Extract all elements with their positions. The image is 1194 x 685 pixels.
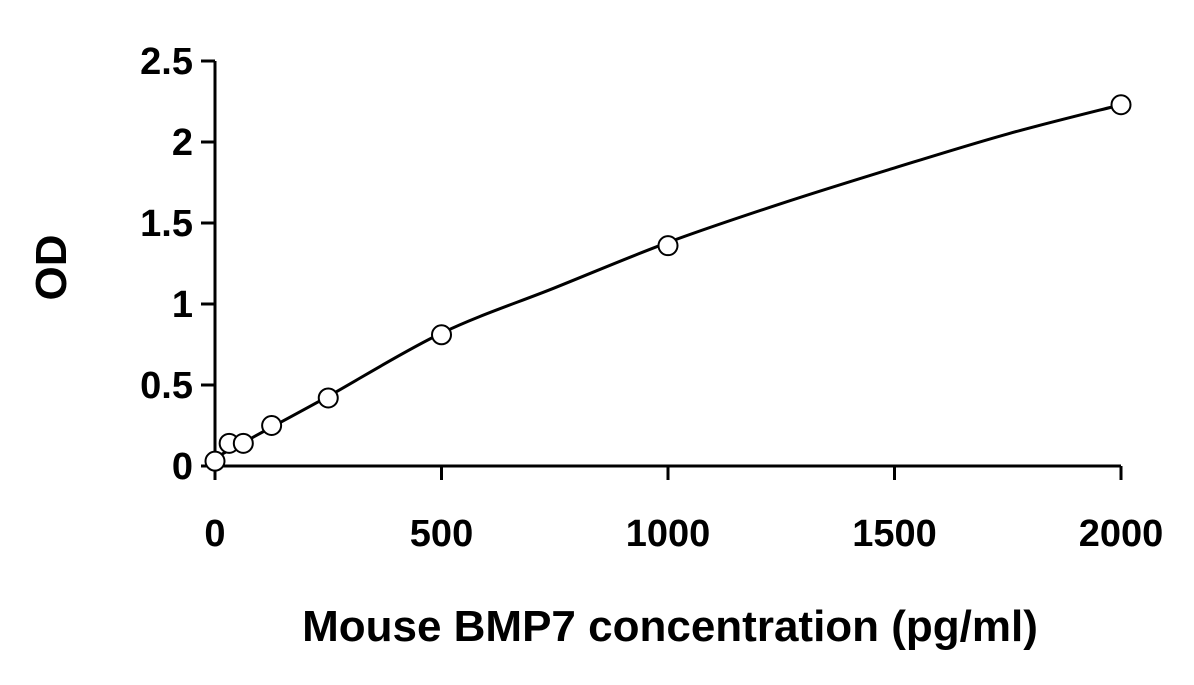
data-point: [204, 450, 226, 472]
y-tick-label: 0.5: [140, 365, 193, 407]
x-tick-label: 1000: [626, 513, 711, 555]
x-axis-title: Mouse BMP7 concentration (pg/ml): [302, 602, 1038, 651]
x-tick-label: 500: [410, 513, 473, 555]
y-tick-label: 2.5: [140, 41, 193, 83]
y-tick-label: 1.5: [140, 203, 193, 245]
x-axis-ticks: 0 500 1000 1500 2000: [204, 466, 1163, 555]
fit-curve-line: [214, 103, 1122, 460]
data-point: [232, 432, 254, 454]
x-tick-label: 1500: [852, 513, 937, 555]
y-axis-ticks: 0 0.5 1 1.5 2 2.5: [140, 41, 215, 488]
data-point: [431, 324, 452, 346]
y-axis-title: OD: [27, 235, 76, 301]
data-point: [261, 415, 283, 436]
data-point: [657, 235, 679, 257]
x-tick-label: 0: [204, 513, 225, 555]
data-points: [204, 94, 1132, 472]
x-tick-label: 2000: [1079, 513, 1164, 555]
y-tick-label: 2: [172, 122, 193, 164]
y-tick-label: 0: [172, 446, 193, 488]
data-point: [1110, 94, 1132, 116]
data-point: [317, 387, 339, 409]
axes: [213, 61, 1121, 468]
y-tick-label: 1: [172, 284, 193, 326]
